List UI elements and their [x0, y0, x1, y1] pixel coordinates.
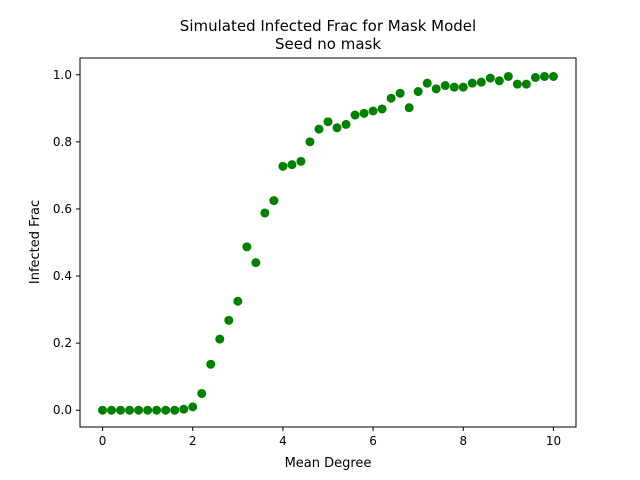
data-point — [197, 388, 207, 398]
data-point — [152, 405, 162, 415]
chart-title: Simulated Infected Frac for Mask Model — [180, 17, 476, 35]
x-tick-label: 6 — [369, 434, 377, 448]
data-point — [467, 78, 477, 88]
y-tick-label: 0.0 — [53, 403, 72, 417]
data-point — [305, 137, 315, 147]
data-point — [386, 93, 396, 103]
axis-ticks: 0 2 4 6 8 10 0.0 0.2 0.4 0.6 0.8 1.0 — [53, 68, 561, 448]
data-point — [179, 404, 189, 414]
x-tick-label: 4 — [279, 434, 287, 448]
x-axis-label: Mean Degree — [285, 456, 372, 471]
y-tick-label: 0.6 — [53, 202, 72, 216]
data-point — [134, 405, 144, 415]
data-point — [260, 208, 270, 218]
x-tick-label: 8 — [459, 434, 467, 448]
data-point — [512, 79, 522, 89]
data-point — [359, 108, 369, 118]
data-point — [485, 73, 495, 83]
data-point — [314, 124, 324, 134]
data-point — [548, 71, 558, 81]
data-point — [143, 405, 153, 415]
data-point — [440, 81, 450, 91]
data-point — [215, 334, 225, 344]
data-point — [161, 405, 171, 415]
data-point — [503, 71, 513, 81]
data-point — [341, 119, 351, 129]
y-tick-label: 1.0 — [53, 68, 72, 82]
data-point — [98, 405, 108, 415]
data-point — [278, 161, 288, 171]
data-point — [350, 110, 360, 120]
y-axis-label: Infected Frac — [28, 200, 43, 284]
data-point — [521, 79, 531, 89]
data-point — [449, 82, 459, 92]
data-point — [332, 123, 342, 133]
y-tick-label: 0.8 — [53, 135, 72, 149]
data-point — [458, 82, 468, 92]
data-point — [404, 103, 414, 113]
data-point — [422, 78, 432, 88]
data-point — [413, 87, 423, 97]
data-point — [125, 405, 135, 415]
plot-frame — [79, 57, 577, 428]
x-tick-label: 10 — [546, 434, 561, 448]
data-point — [395, 88, 405, 98]
y-tick-label: 0.4 — [53, 269, 72, 283]
data-point — [296, 156, 306, 166]
data-point — [188, 402, 198, 412]
data-point — [233, 296, 243, 306]
data-point — [323, 117, 333, 127]
data-point — [287, 160, 297, 170]
data-point — [431, 84, 441, 94]
data-point — [107, 405, 117, 415]
data-point — [368, 106, 378, 116]
x-tick-label: 0 — [99, 434, 107, 448]
data-point — [251, 258, 261, 268]
x-tick-label: 2 — [189, 434, 197, 448]
y-tick-label: 0.2 — [53, 336, 72, 350]
data-point — [206, 359, 216, 369]
data-point — [539, 71, 549, 81]
chart-subtitle: Seed no mask — [275, 35, 381, 53]
data-point — [224, 315, 234, 325]
data-point — [170, 405, 180, 415]
data-point — [242, 242, 252, 252]
data-point — [377, 104, 387, 114]
data-point — [494, 76, 504, 86]
data-point — [476, 77, 486, 87]
data-point — [116, 405, 126, 415]
data-point — [269, 196, 279, 206]
data-points — [98, 71, 558, 415]
data-point — [530, 72, 540, 82]
